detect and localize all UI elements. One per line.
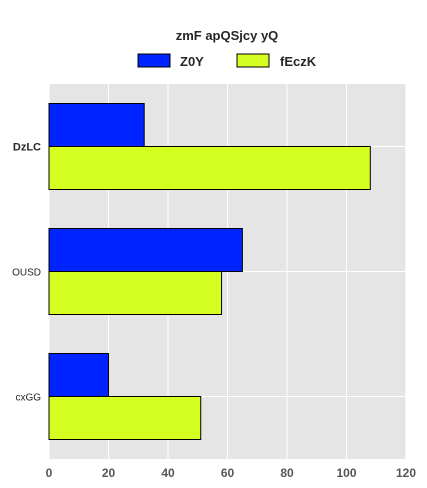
- category-label-cxgg: cxGG: [15, 393, 41, 404]
- x-tick-label: 60: [221, 466, 235, 480]
- x-tick-label: 20: [102, 466, 116, 480]
- bar-z0y-dzlc: [48, 103, 145, 147]
- x-tick-label: 0: [46, 466, 53, 480]
- legend: Z0Y fEczK: [137, 53, 317, 69]
- legend-swatch-feczk: [236, 53, 270, 68]
- chart-title: zmF apQSjcy yQ: [176, 28, 279, 43]
- legend-swatch-z0y: [137, 53, 171, 68]
- bars-group: [48, 103, 371, 440]
- category-label-dzlc: DzLC: [13, 142, 41, 154]
- bar-feczk-cxgg: [48, 396, 202, 440]
- x-tick-label: 120: [396, 466, 416, 480]
- category-labels: DzLC OUSD cxGG: [12, 142, 41, 404]
- bar-z0y-cxgg: [48, 353, 109, 397]
- x-tick-labels: 0 20 40 60 80 100 120: [46, 466, 417, 480]
- legend-label-z0y: Z0Y: [180, 54, 204, 69]
- bar-feczk-ousd: [48, 271, 223, 315]
- x-tick-label: 80: [280, 466, 294, 480]
- bar-z0y-ousd: [48, 228, 243, 272]
- legend-label-feczk: fEczK: [280, 54, 317, 69]
- bar-feczk-dzlc: [48, 146, 371, 190]
- x-tick-label: 40: [161, 466, 175, 480]
- category-label-ousd: OUSD: [12, 268, 41, 279]
- x-tick-label: 100: [336, 466, 356, 480]
